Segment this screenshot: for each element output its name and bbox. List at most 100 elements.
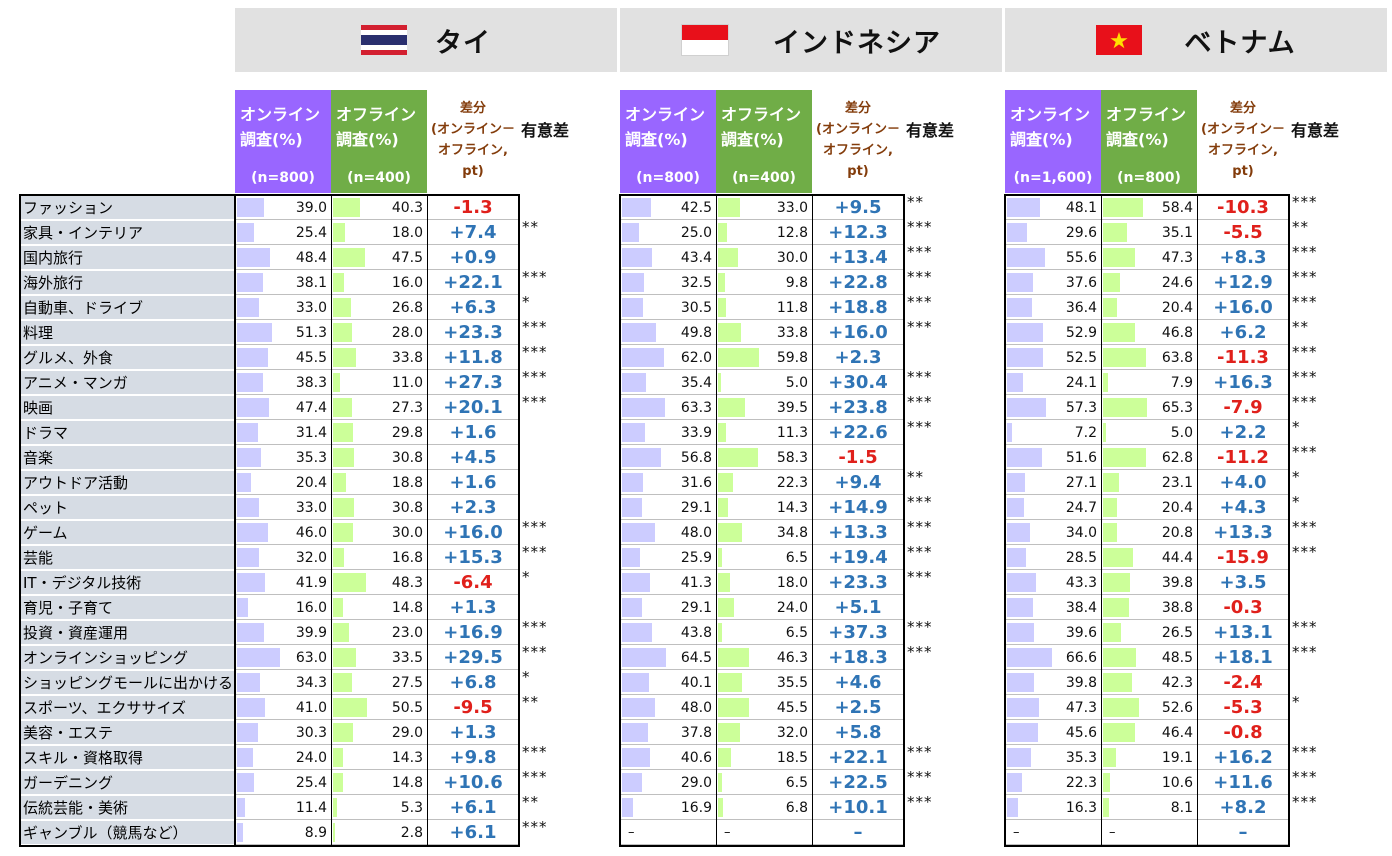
indonesia-diff-value: +12.3 (828, 222, 888, 243)
thailand-online-value: 16.0 (295, 600, 327, 616)
vietnam-significance-mark: *** (1292, 743, 1318, 761)
indonesia-offline-bar (718, 448, 758, 467)
vietnam-diff-header: 差分 (オンライン－ オフライン, pt) (1197, 98, 1289, 182)
online-sample-size: (n=800) (636, 170, 700, 186)
vietnam-offline-bar (1103, 723, 1135, 742)
indonesia-online-bar (622, 398, 665, 417)
row-divider (620, 769, 904, 770)
thailand-offline-bar (333, 723, 353, 742)
indonesia-significance-mark: *** (907, 618, 933, 636)
vietnam-diff-value: -11.3 (1217, 347, 1269, 368)
vietnam-offline-value: 47.3 (1161, 250, 1193, 266)
row-divider (620, 569, 904, 570)
row-divider (1005, 669, 1289, 670)
row-divider (235, 744, 519, 745)
row-divider (1005, 319, 1289, 320)
thailand-offline-bar (333, 473, 346, 492)
row-divider (235, 494, 519, 495)
row-divider (235, 369, 519, 370)
row-divider (235, 844, 519, 845)
indonesia-diff-value: +14.9 (828, 497, 888, 518)
vietnam-significance-mark: *** (1292, 793, 1318, 811)
vietnam-flag-icon (1096, 25, 1143, 55)
thailand-significance-mark: *** (522, 518, 548, 536)
vietnam-offline-bar (1103, 748, 1116, 767)
indonesia-online-bar (622, 498, 642, 517)
thailand-significance-mark: *** (522, 368, 548, 386)
indonesia-offline-bar (718, 723, 740, 742)
online-header-label: オンライン (1010, 105, 1091, 124)
thailand-offline-bar (333, 348, 356, 367)
online-header-label: オンライン (625, 105, 706, 124)
thailand-offline-value: 23.0 (391, 625, 423, 641)
thailand-offline-bar (333, 298, 351, 317)
indonesia-diff-value: +23.3 (828, 572, 888, 593)
vietnam-online-value: 24.7 (1065, 500, 1097, 516)
indonesia-offline-bar (718, 748, 731, 767)
offline-sample-size: (n=400) (347, 170, 411, 186)
row-divider (235, 619, 519, 620)
country-header-vietnam: ベトナム (1005, 8, 1387, 72)
row-divider (1005, 519, 1289, 520)
vietnam-offline-value: 65.3 (1161, 400, 1193, 416)
thailand-diff-value: +22.1 (443, 272, 503, 293)
thailand-offline-value: 33.5 (391, 650, 423, 666)
indonesia-offline-bar (718, 373, 721, 392)
thailand-online-value: 33.0 (295, 300, 327, 316)
indonesia-offline-value: 32.0 (776, 725, 808, 741)
vietnam-offline-bar (1103, 273, 1120, 292)
thailand-significance-mark: *** (522, 618, 548, 636)
indonesia-significance-mark: *** (907, 768, 933, 786)
row-divider (235, 469, 519, 470)
thailand-offline-value: 27.5 (391, 675, 423, 691)
category-label: 国内旅行 (20, 245, 234, 269)
indonesia-online-value: 37.8 (680, 725, 712, 741)
vietnam-offline-value: 62.8 (1161, 450, 1193, 466)
indonesia-offline-bar (718, 573, 730, 592)
indonesia-offline-bar (718, 398, 745, 417)
thailand-offline-bar (333, 448, 354, 467)
vietnam-diff-value: -10.3 (1217, 197, 1269, 218)
thailand-online-value: 20.4 (295, 475, 327, 491)
row-divider (620, 244, 904, 245)
indonesia-offline-value: 30.0 (776, 250, 808, 266)
thailand-offline-value: 47.5 (391, 250, 423, 266)
vietnam-online-bar (1007, 198, 1040, 217)
vietnam-online-bar (1007, 298, 1032, 317)
vietnam-significance-mark: *** (1292, 518, 1318, 536)
indonesia-offline-value: 34.8 (776, 525, 808, 541)
thailand-offline-value: 16.0 (391, 275, 423, 291)
vietnam-offline-value: 5.0 (1170, 425, 1193, 441)
thailand-online-bar (237, 623, 264, 642)
thailand-offline-bar (333, 698, 367, 717)
vietnam-offline-bar (1103, 373, 1108, 392)
thailand-offline-bar (333, 573, 366, 592)
vietnam-online-value: 28.5 (1065, 550, 1097, 566)
row-divider (1005, 794, 1289, 795)
indonesia-significance-mark: *** (907, 243, 933, 261)
indonesia-online-value: 48.0 (680, 700, 712, 716)
thailand-offline-value: 29.8 (391, 425, 423, 441)
category-label: ギャンブル（競馬など） (20, 820, 234, 844)
thailand-offline-bar (333, 248, 365, 267)
vietnam-offline-value: 63.8 (1161, 350, 1193, 366)
offline-sample-size: (n=800) (1117, 170, 1181, 186)
vietnam-offline-value: 20.4 (1161, 300, 1193, 316)
indonesia-offline-bar (718, 248, 738, 267)
indonesia-diff-value: +22.1 (828, 747, 888, 768)
vietnam-significance-mark: *** (1292, 768, 1318, 786)
vietnam-offline-bar (1103, 598, 1129, 617)
thailand-online-value: 11.4 (295, 800, 327, 816)
indonesia-offline-bar (718, 498, 728, 517)
thailand-diff-header: 差分 (オンライン－ オフライン, pt) (427, 98, 519, 182)
category-label: 家具・インテリア (20, 220, 234, 244)
vietnam-diff-value: -0.8 (1223, 722, 1263, 743)
row-divider (620, 269, 904, 270)
thailand-diff-value: +0.9 (449, 247, 497, 268)
indonesia-online-bar (622, 648, 666, 667)
thailand-offline-value: 26.8 (391, 300, 423, 316)
vietnam-diff-value: +2.2 (1219, 422, 1267, 443)
thailand-diff-value: +2.3 (449, 497, 497, 518)
indonesia-offline-value: 11.3 (776, 425, 808, 441)
row-divider (235, 294, 519, 295)
